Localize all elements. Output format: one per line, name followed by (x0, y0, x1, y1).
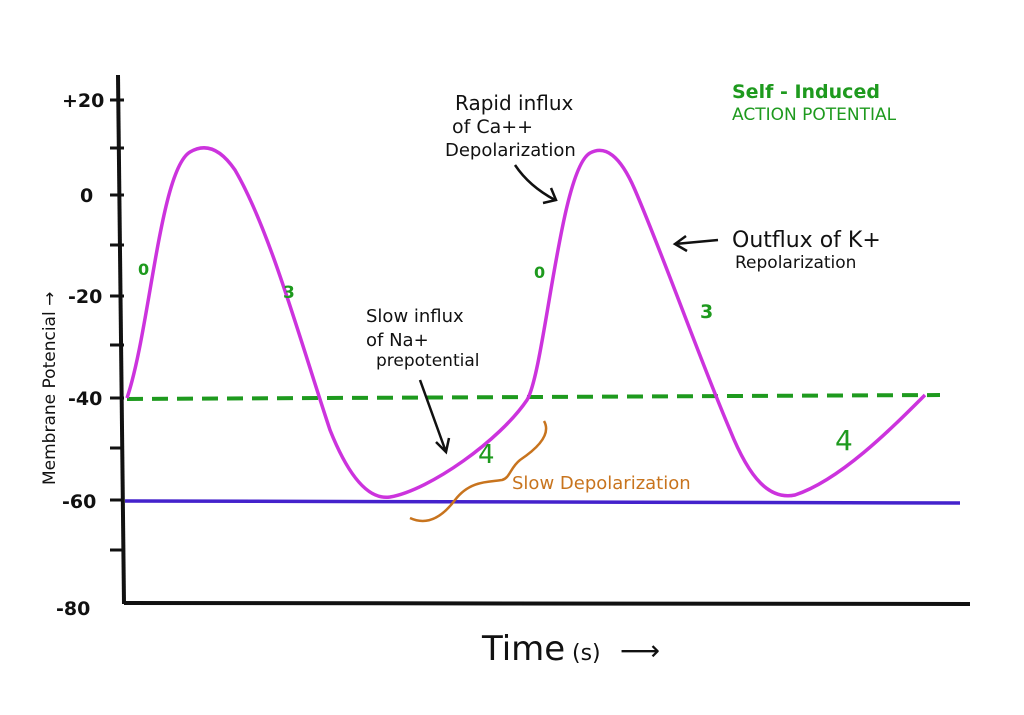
x-axis-unit: (s) (572, 641, 601, 666)
annotation-potassium-1: Outflux of K+ (732, 228, 881, 253)
x-axis-arrow: ⟶ (620, 634, 660, 667)
phase-3-label: 3 (283, 283, 295, 303)
annotation-sodium-3: prepotential (376, 351, 480, 371)
x-axis-label: Time (481, 629, 565, 669)
annotation-slow-depolarization: Slow Depolarization (512, 473, 691, 494)
annotation-sodium-1: Slow influx (366, 306, 464, 327)
tick-label: +20 (62, 90, 104, 112)
annotation-calcium-1: Rapid influx (455, 91, 574, 115)
tick-label: -80 (56, 598, 90, 620)
annotation-calcium-2: of Ca++ (452, 116, 533, 138)
phase-4-label: 4 (478, 440, 495, 470)
arrow-icon (672, 234, 719, 253)
annotation-potassium-2: Repolarization (735, 253, 856, 273)
annotation-calcium-3: Depolarization (445, 140, 576, 161)
arrow-icon (513, 164, 558, 205)
tick-label: 0 (80, 185, 93, 207)
action-potential-curve (125, 146, 927, 499)
tick-label: -60 (62, 491, 96, 513)
threshold-line (126, 393, 941, 401)
title-line-1: Self - Induced (732, 81, 880, 103)
title-line-2: ACTION POTENTIAL (732, 105, 897, 125)
phase-0-label: 0 (534, 263, 545, 282)
tick-label: -40 (68, 388, 102, 410)
brace-icon (409, 420, 548, 523)
phase-4-label: 4 (835, 424, 853, 457)
phase-0-label: 0 (138, 260, 149, 279)
arrow-icon (418, 379, 451, 455)
y-axis (116, 74, 126, 605)
tick-label: -20 (68, 286, 102, 308)
x-axis (123, 601, 971, 606)
phase-3-label: 3 (700, 301, 713, 323)
y-axis-label: Membrane Potencial → (40, 292, 60, 485)
annotation-sodium-2: of Na+ (366, 330, 429, 351)
resting-line (124, 499, 961, 505)
y-ticks (110, 98, 124, 552)
